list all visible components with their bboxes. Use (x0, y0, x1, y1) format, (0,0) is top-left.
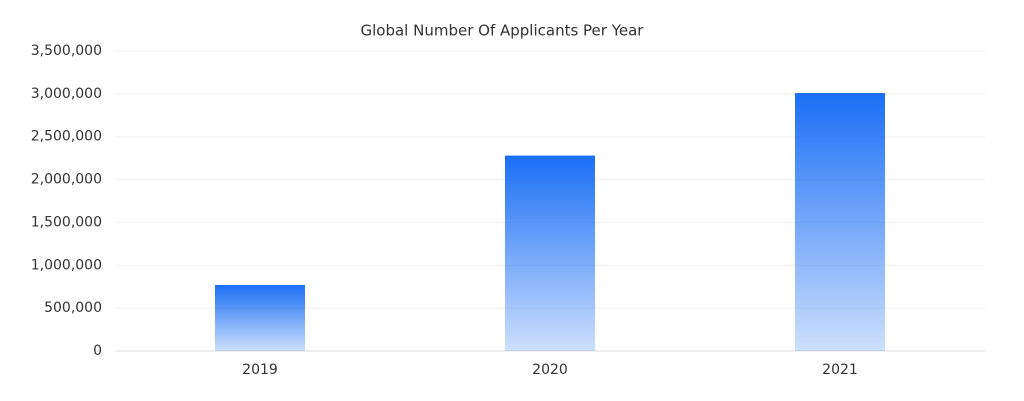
y-tick-label: 2,000,000 (31, 172, 102, 188)
y-tick-label: 1,500,000 (31, 214, 102, 230)
y-tick-label: 1,000,000 (31, 257, 102, 273)
bar (795, 93, 885, 351)
x-tick-label: 2019 (242, 362, 278, 378)
y-tick-label: 3,500,000 (31, 43, 102, 59)
y-tick-label: 3,000,000 (31, 86, 102, 102)
chart-title: Global Number Of Applicants Per Year (361, 22, 645, 40)
x-tick-label: 2020 (532, 362, 568, 378)
bar (215, 285, 305, 351)
y-tick-label: 2,500,000 (31, 129, 102, 145)
y-tick-label: 500,000 (44, 300, 102, 316)
x-tick-label: 2021 (822, 362, 858, 378)
y-tick-label: 0 (93, 343, 102, 359)
bar (505, 155, 595, 351)
